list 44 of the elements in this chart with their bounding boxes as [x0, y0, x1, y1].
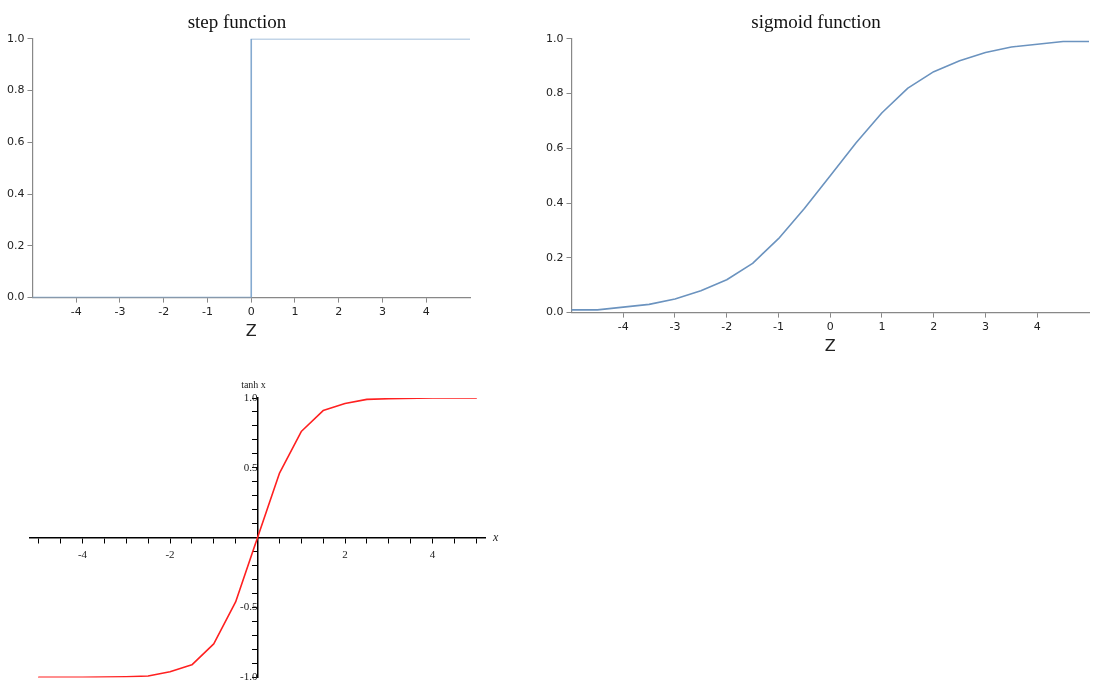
x-axis-title: Z — [245, 320, 257, 340]
y-tick-label: 0.5 — [243, 460, 258, 473]
y-tick-label: 0.4 — [6, 186, 25, 200]
x-tick-label: -4 — [617, 320, 629, 334]
x-tick-label: 2 — [930, 320, 938, 334]
x-tick-label: 0 — [826, 320, 834, 334]
y-tick-label: 0.6 — [6, 135, 25, 149]
chart-title: step function — [187, 11, 287, 33]
x-tick-label: -4 — [70, 305, 82, 319]
x-axis-title: x — [492, 529, 499, 544]
x-tick-label: 0 — [247, 305, 255, 319]
y-axis-title: tanh x — [241, 378, 266, 390]
x-tick-label: 1 — [291, 305, 299, 319]
x-tick-label: 4 — [1033, 320, 1041, 334]
y-tick-label: 0.0 — [545, 305, 564, 319]
chart-title: sigmoid function — [751, 11, 882, 33]
y-tick-label: 1.0 — [6, 31, 25, 45]
x-tick-label: -1 — [202, 305, 213, 319]
x-tick-label: 4 — [429, 548, 436, 561]
x-tick-label: -2 — [721, 320, 733, 334]
y-tick-label: 1.0 — [243, 390, 258, 403]
y-tick-label: 0.2 — [545, 250, 564, 264]
x-tick-label: -1 — [773, 320, 784, 334]
y-tick-label: -0.5 — [240, 600, 258, 613]
x-tick-label: 3 — [379, 305, 386, 319]
x-tick-label: 4 — [422, 305, 430, 319]
y-tick-label: 0.8 — [545, 86, 564, 100]
x-tick-label: -4 — [77, 548, 88, 561]
x-tick-label: 3 — [982, 320, 989, 334]
x-axis-title: Z — [824, 335, 836, 355]
x-tick-label: 2 — [342, 548, 348, 561]
y-tick-label: -1.0 — [240, 670, 258, 683]
x-tick-label: -2 — [165, 548, 175, 561]
y-tick-label: 0.0 — [6, 290, 25, 304]
y-tick-label: 1.0 — [545, 31, 564, 45]
y-tick-label: 0.2 — [6, 238, 25, 252]
x-tick-label: -3 — [669, 320, 681, 334]
x-tick-label: -2 — [158, 305, 170, 319]
y-tick-label: 0.8 — [6, 83, 25, 97]
x-tick-label: 2 — [335, 305, 343, 319]
x-tick-label: 1 — [878, 320, 886, 334]
y-tick-label: 0.6 — [545, 141, 564, 155]
x-tick-label: -3 — [114, 305, 126, 319]
y-tick-label: 0.4 — [545, 195, 564, 209]
